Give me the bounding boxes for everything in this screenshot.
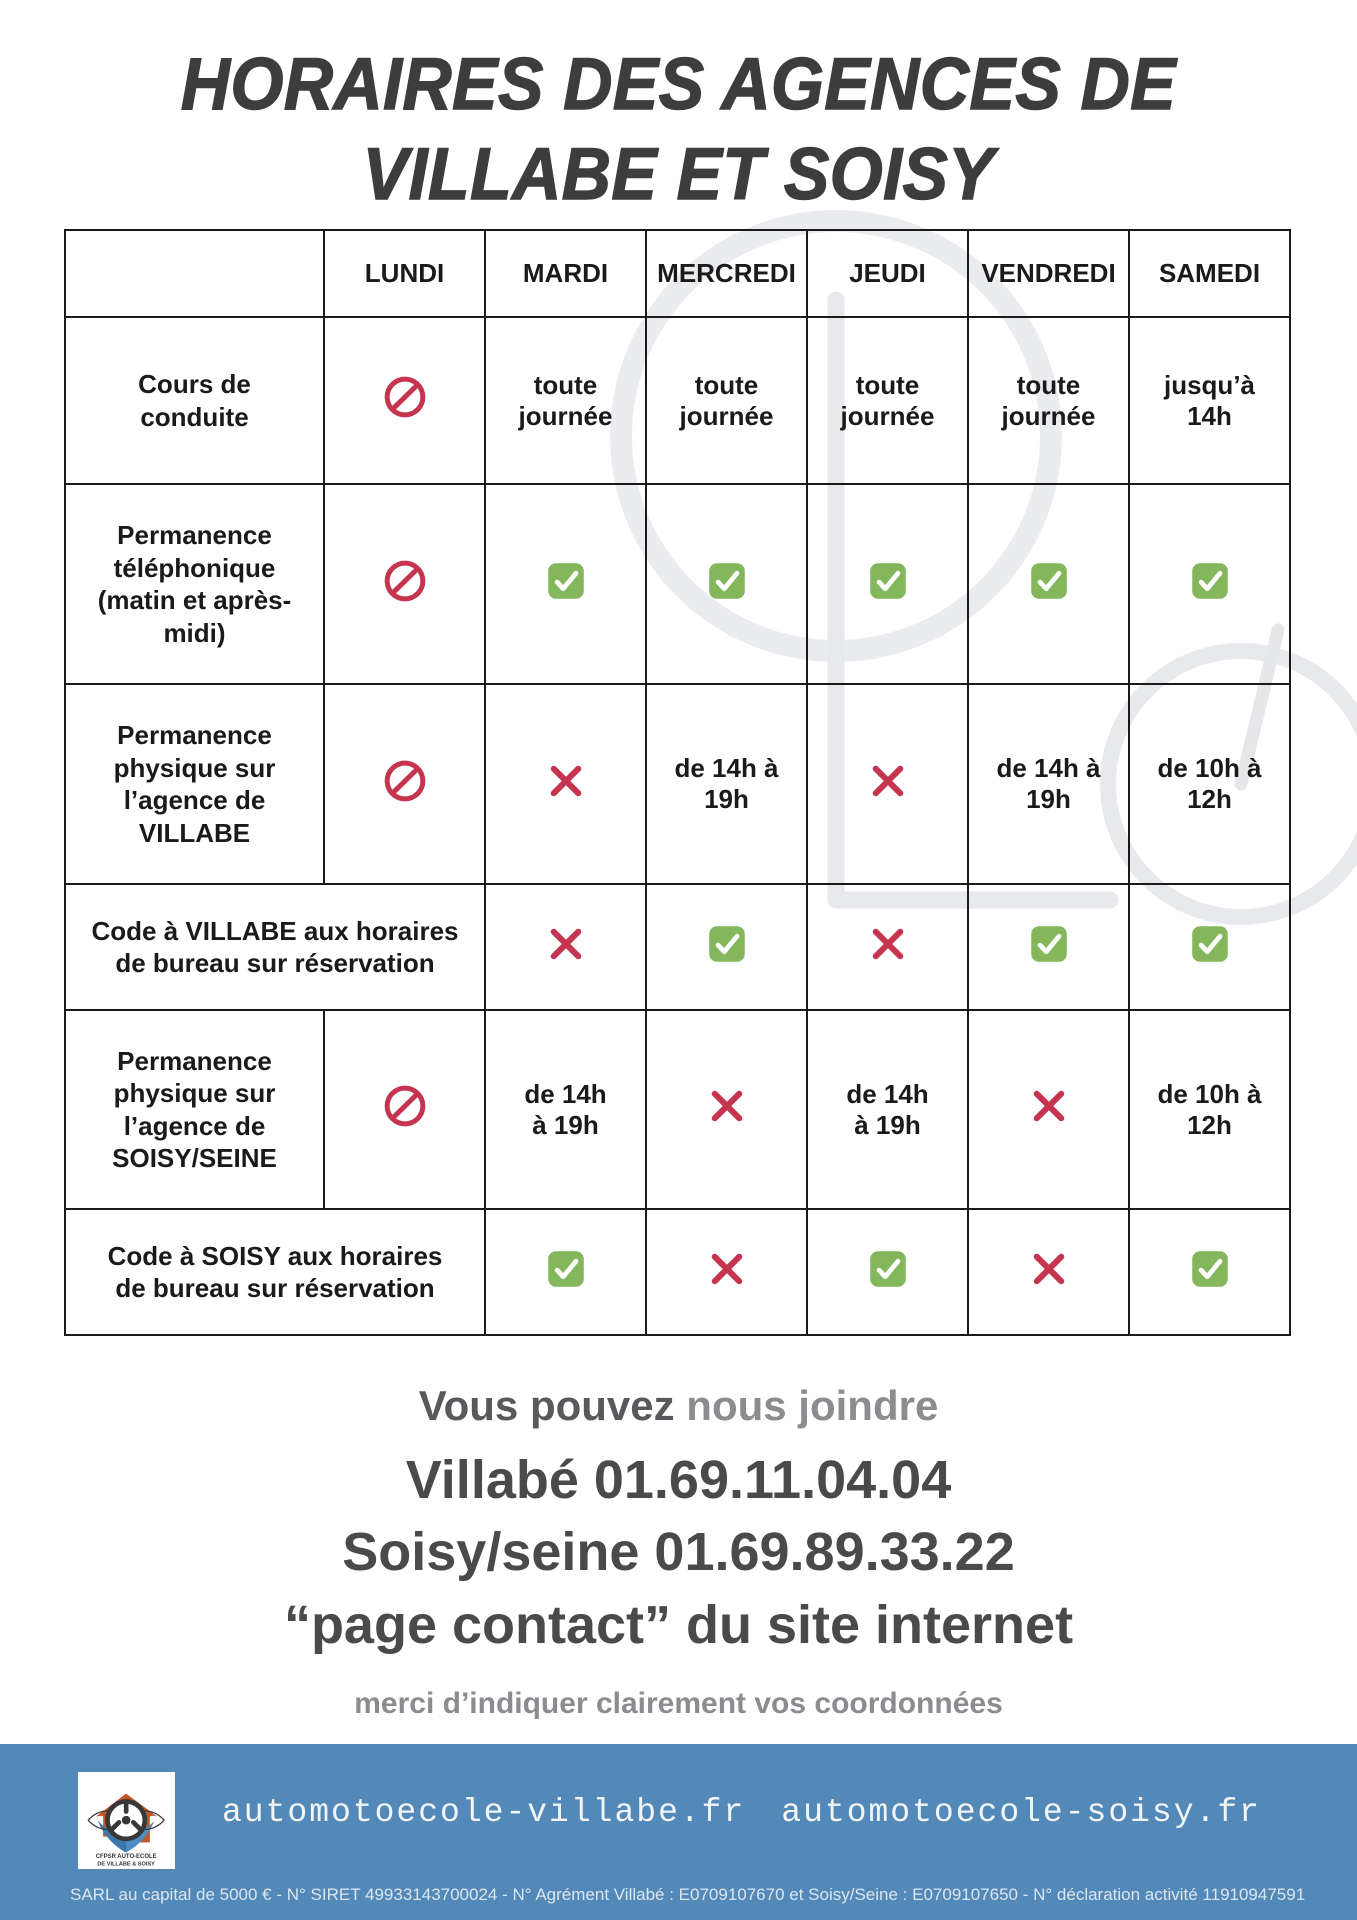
svg-text:CFPSR AUTO-ECOLE: CFPSR AUTO-ECOLE <box>96 1854 157 1860</box>
svg-text:DE VILLABE & SOISY: DE VILLABE & SOISY <box>97 1861 155 1867</box>
